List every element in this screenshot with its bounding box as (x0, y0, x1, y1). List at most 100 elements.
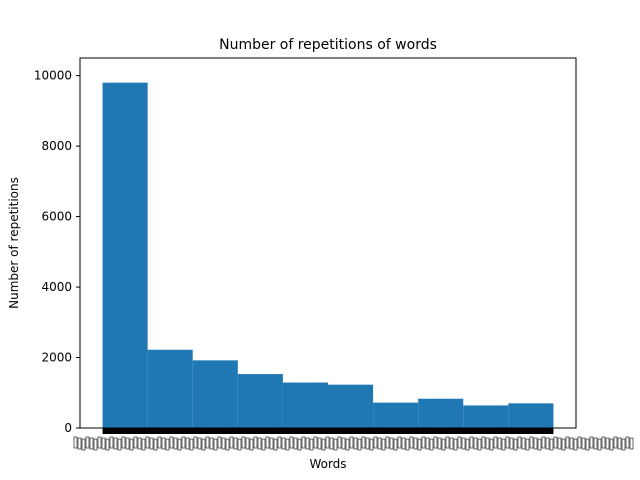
x-tick-label-glyph (445, 436, 450, 449)
x-tick-label-glyph (129, 438, 134, 451)
x-tick-label-glyph (617, 437, 622, 450)
histogram-bar (147, 349, 193, 428)
x-tick-label-glyph (553, 436, 558, 449)
x-tick-label-glyph (385, 436, 390, 449)
histogram-bar (418, 398, 464, 428)
x-tick-label-glyph (341, 437, 346, 450)
x-tick-label-glyph (297, 438, 302, 451)
y-tick-label: 0 (64, 421, 72, 435)
x-tick-label-glyph (317, 437, 322, 450)
bars-group (102, 82, 554, 429)
histogram-bar (463, 405, 509, 428)
x-tick-label-glyph (569, 437, 574, 450)
x-axis-label: Words (309, 457, 346, 471)
x-tick-label-glyph (433, 436, 438, 449)
x-tick-label-glyph (237, 438, 242, 451)
x-tick-marks-band (102, 428, 554, 434)
x-tick-label-glyph (85, 436, 90, 449)
x-tick-label-glyph (285, 438, 290, 451)
x-tick-label-glyph (149, 437, 154, 450)
x-tick-label-glyph (121, 436, 126, 449)
x-tick-label-clutter (73, 428, 634, 451)
histogram-bar (192, 360, 238, 428)
x-tick-label-glyph (245, 437, 250, 450)
x-tick-label-glyph (77, 437, 82, 450)
x-tick-label-glyph (185, 437, 190, 450)
x-tick-label-glyph (533, 437, 538, 450)
x-tick-label-glyph (113, 437, 118, 450)
x-tick-label-glyph (277, 436, 282, 449)
x-tick-label-glyph (201, 438, 206, 451)
x-tick-label-glyph (397, 436, 402, 449)
x-tick-label-glyph (377, 437, 382, 450)
histogram-bar (373, 402, 419, 428)
x-tick-label-glyph (269, 437, 274, 450)
x-tick-label-glyph (501, 438, 506, 451)
x-tick-label-glyph (577, 436, 582, 449)
x-tick-label-glyph (405, 438, 410, 451)
x-tick-label-glyph (325, 436, 330, 449)
x-tick-label-glyph (233, 437, 238, 450)
x-tick-label-glyph (333, 438, 338, 451)
x-tick-label-glyph (101, 437, 106, 450)
x-tick-label-glyph (621, 438, 626, 451)
x-tick-label-glyph (409, 436, 414, 449)
x-tick-label-glyph (141, 438, 146, 451)
x-tick-label-glyph (229, 436, 234, 449)
x-tick-label-glyph (289, 436, 294, 449)
x-tick-label-glyph (557, 437, 562, 450)
histogram-bar (237, 374, 283, 428)
x-tick-label-glyph (381, 438, 386, 451)
x-tick-label-glyph (97, 436, 102, 449)
y-tick-label: 10000 (34, 69, 72, 83)
x-tick-label-glyph (205, 436, 210, 449)
x-tick-label-glyph (401, 437, 406, 450)
x-tick-label-glyph (217, 436, 222, 449)
x-tick-label-glyph (521, 437, 526, 450)
x-tick-label-glyph (469, 436, 474, 449)
x-tick-label-glyph (425, 437, 430, 450)
x-tick-label-glyph (497, 437, 502, 450)
x-tick-label-glyph (153, 438, 158, 451)
x-tick-label-glyph (253, 436, 258, 449)
x-tick-label-glyph (465, 438, 470, 451)
x-tick-label-glyph (441, 438, 446, 451)
x-tick-label-glyph (105, 438, 110, 451)
y-tick-label: 6000 (41, 210, 72, 224)
x-tick-label-glyph (345, 438, 350, 451)
x-tick-label-glyph (609, 438, 614, 451)
plot-frame (79, 57, 577, 429)
x-tick-label-glyph (177, 438, 182, 451)
x-tick-label-glyph (417, 438, 422, 451)
x-tick-label-glyph (517, 436, 522, 449)
y-tick-label: 2000 (41, 351, 72, 365)
x-tick-label-glyph (601, 436, 606, 449)
x-tick-label-glyph (329, 437, 334, 450)
x-tick-label-glyph (581, 437, 586, 450)
x-tick-label-glyph (485, 437, 490, 450)
x-tick-label-glyph (193, 436, 198, 449)
histogram-bar (282, 382, 328, 428)
y-tick-label: 8000 (41, 139, 72, 153)
y-axis-label: Number of repetitions (7, 177, 21, 309)
x-tick-label-glyph (593, 437, 598, 450)
x-tick-label-glyph (273, 438, 278, 451)
x-tick-label-glyph (109, 436, 114, 449)
x-tick-label-glyph (241, 436, 246, 449)
x-tick-label-glyph (353, 437, 358, 450)
x-tick-label-glyph (389, 437, 394, 450)
x-tick-label-glyph (137, 437, 142, 450)
x-tick-label-glyph (493, 436, 498, 449)
x-tick-label-glyph (525, 438, 530, 451)
x-tick-label-glyph (449, 437, 454, 450)
histogram-bar (508, 403, 554, 428)
x-tick-label-glyph (337, 436, 342, 449)
x-tick-label-glyph (613, 436, 618, 449)
x-tick-label-glyph (357, 438, 362, 451)
x-tick-label-glyph (537, 438, 542, 451)
x-tick-label-glyph (473, 437, 478, 450)
x-tick-label-glyph (349, 436, 354, 449)
x-tick-label-glyph (133, 436, 138, 449)
x-tick-label-glyph (561, 438, 566, 451)
